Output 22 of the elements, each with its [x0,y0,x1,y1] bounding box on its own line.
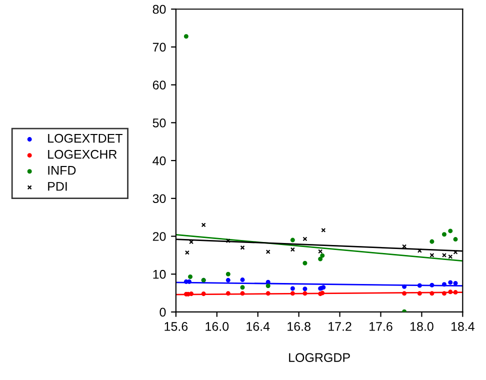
legend-label: INFD [48,166,76,175]
x-tick-label: 16.8 [288,322,310,331]
y-tick-label: 70 [152,42,166,52]
legend-label: LOGEXTDET [48,134,123,143]
x-tick-label: 15.6 [164,322,188,331]
y-tick-label: 20 [152,232,166,241]
legend-label: PDI [48,182,67,191]
y-tick-label: 60 [152,80,166,90]
y-tick-label: 0 [160,308,166,317]
x-tick-label: 16.0 [206,322,229,331]
y-tick-label: 40 [152,156,166,166]
legend-label: LOGEXCHR [48,150,117,159]
y-tick-label: 30 [152,194,166,204]
y-tick-label: 10 [153,270,166,279]
y-tick-label: 80 [152,4,166,14]
x-tick-label: 18.4 [451,322,474,331]
x-tick-label: 18.0 [410,322,434,331]
y-tick-label: 50 [152,118,166,128]
x-axis-title: LOGRGDP [289,353,350,362]
x-tick-label: 17.6 [370,322,392,331]
x-tick-label: 17.2 [328,322,352,331]
x-tick-label: 16.4 [246,322,270,331]
